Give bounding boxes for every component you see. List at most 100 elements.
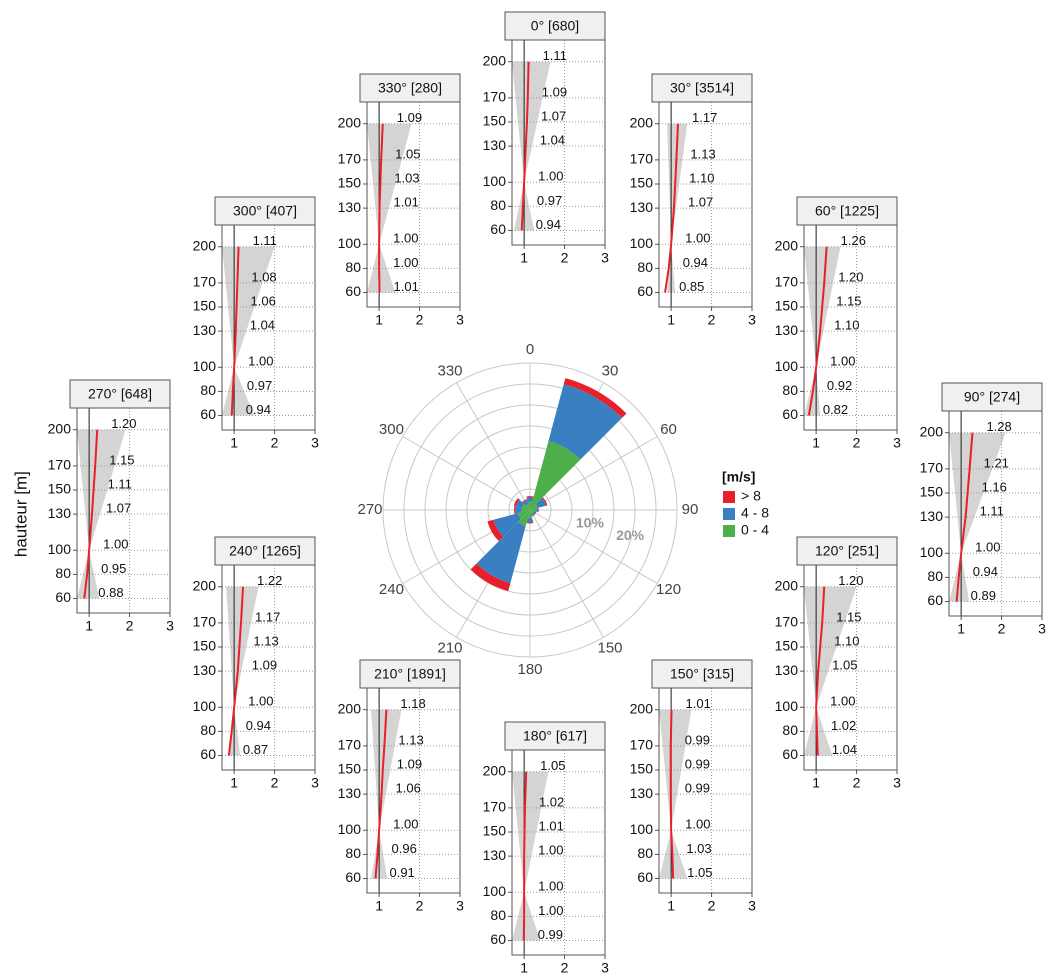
wedge [531, 512, 535, 517]
value-label: 1.15 [836, 609, 861, 624]
y-tick-label: 60 [490, 931, 506, 947]
y-tick-label: 80 [55, 565, 71, 581]
x-tick-label: 3 [166, 618, 174, 634]
y-tick-label: 60 [200, 406, 216, 422]
x-tick-label: 2 [998, 621, 1006, 637]
y-tick-label: 150 [630, 761, 654, 777]
x-tick-label: 2 [708, 898, 716, 914]
x-tick-label: 3 [893, 775, 901, 791]
panel-title: 210° [1891] [374, 666, 446, 682]
y-tick-label: 150 [483, 113, 507, 129]
spread-band [949, 432, 1006, 602]
value-label: 0.88 [98, 585, 123, 600]
value-label: 1.00 [975, 540, 1000, 555]
panel-title: 30° [3514] [670, 80, 734, 96]
value-label: 1.11 [543, 48, 567, 63]
value-label: 1.26 [841, 233, 866, 248]
value-label: 1.05 [395, 146, 420, 161]
value-label: 1.03 [394, 170, 419, 185]
y-tick-label: 170 [193, 614, 217, 630]
value-label: 0.94 [246, 402, 271, 417]
value-label: 1.18 [400, 696, 425, 711]
value-label: 1.13 [253, 633, 278, 648]
y-tick-label: 170 [775, 614, 799, 630]
wedge [536, 507, 539, 513]
plot-frame [658, 101, 753, 308]
y-tick-label: 80 [200, 722, 216, 738]
y-tick-label: 150 [483, 823, 507, 839]
value-label: 1.00 [538, 879, 563, 894]
value-label: 1.05 [540, 758, 565, 773]
panel-title: 180° [617] [523, 728, 587, 744]
value-label: 1.02 [539, 794, 564, 809]
value-label: 1.22 [257, 573, 282, 588]
wedge [521, 499, 528, 503]
wedge [535, 498, 547, 508]
spread-band [367, 123, 412, 293]
value-label: 0.91 [389, 865, 414, 880]
wind-rose: 0 30 60 90 120 150 180 210 240 270 300 330 10% 20% [m/… [357, 341, 769, 678]
x-tick-label: 2 [853, 775, 861, 791]
y-tick-label: 170 [775, 274, 799, 290]
y-tick-label: 80 [490, 197, 506, 213]
spread-band [512, 61, 551, 231]
value-label: 1.16 [982, 479, 1007, 494]
value-label: 1.09 [397, 110, 422, 125]
y-tick-label: 130 [193, 322, 217, 338]
panel-title-box [504, 11, 606, 41]
value-label: 0.99 [685, 756, 710, 771]
wedge [526, 522, 534, 524]
value-label: 0.97 [247, 378, 272, 393]
plot-frame [803, 224, 898, 431]
y-tick-label: 80 [782, 382, 798, 398]
spread-band [667, 123, 688, 293]
value-label: 1.06 [251, 293, 276, 308]
x-tick-label: 3 [748, 898, 756, 914]
value-label: 1.15 [836, 293, 861, 308]
panel-title-box [651, 659, 753, 689]
y-tick-label: 200 [48, 420, 72, 436]
spoke [529, 436, 658, 511]
panel-title-box [651, 73, 753, 103]
value-label: 1.13 [398, 732, 423, 747]
value-label: 1.10 [689, 170, 714, 185]
wedge [470, 563, 511, 592]
wedge [563, 378, 627, 418]
y-tick-label: 60 [55, 589, 71, 605]
value-label: 1.00 [538, 169, 563, 184]
spoke [529, 509, 604, 638]
profile-line [378, 123, 384, 293]
x-tick-label: 1 [812, 775, 820, 791]
wedge [525, 503, 530, 510]
profile-line [807, 246, 828, 416]
y-tick-label: 100 [920, 544, 944, 560]
value-label: 0.94 [683, 255, 708, 270]
y-tick-label: 200 [775, 577, 799, 593]
wedge [487, 519, 504, 542]
x-tick-label: 1 [85, 618, 93, 634]
value-label: 1.07 [106, 501, 131, 516]
spoke [402, 436, 531, 511]
wedge [548, 384, 623, 460]
panel-title: 60° [1225] [815, 203, 879, 219]
wedge [527, 510, 533, 519]
profile-line [83, 429, 99, 599]
value-label: 1.04 [250, 318, 275, 333]
y-tick-label: 150 [775, 298, 799, 314]
plot-frame [76, 407, 171, 614]
y-tick-label: 200 [338, 114, 362, 130]
wedge [476, 521, 526, 584]
y-tick-label: 150 [193, 298, 217, 314]
value-label: 1.08 [251, 269, 276, 284]
x-tick-label: 3 [1038, 621, 1046, 637]
value-label: 0.94 [536, 217, 561, 232]
panel-title: 330° [280] [378, 80, 442, 96]
direction-label: 210 [437, 640, 462, 657]
wedge [530, 508, 537, 512]
panel-title-box [941, 382, 1043, 412]
y-tick-label: 130 [483, 137, 507, 153]
x-tick-label: 1 [812, 435, 820, 451]
y-tick-label: 100 [630, 235, 654, 251]
y-tick-label: 130 [920, 508, 944, 524]
